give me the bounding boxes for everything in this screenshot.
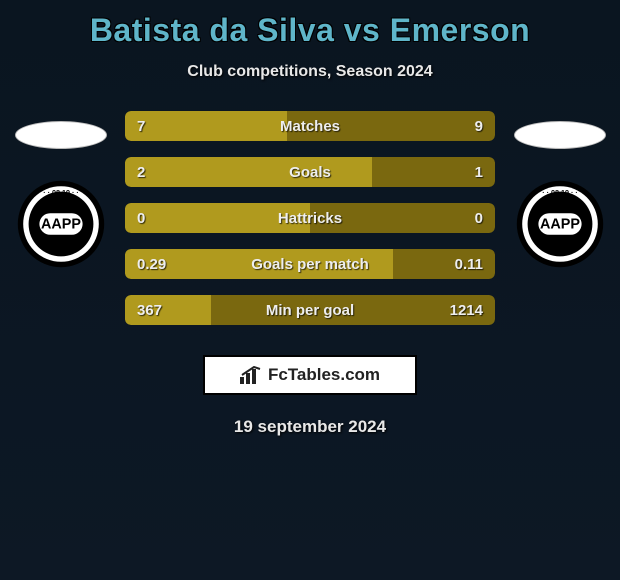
stat-bar: 367 Min per goal 1214	[125, 295, 495, 325]
stat-right-value: 1	[475, 164, 483, 181]
stat-label: Min per goal	[266, 302, 354, 319]
right-club-badge-icon: AAPP · · 08.19 · ·	[515, 179, 605, 269]
bar-text-line: 0 Hattricks 0	[125, 203, 495, 233]
left-club-badge-icon: AAPP · · 08.19 · ·	[16, 179, 106, 269]
stat-label: Matches	[280, 118, 340, 135]
left-player-side: AAPP · · 08.19 · ·	[8, 111, 113, 269]
stat-left-value: 2	[137, 164, 145, 181]
stat-left-value: 367	[137, 302, 162, 319]
right-flag-icon	[514, 121, 606, 149]
brand-text: FcTables.com	[268, 365, 380, 385]
svg-text:· · 08.19 · ·: · · 08.19 · ·	[542, 188, 578, 197]
svg-text:AAPP: AAPP	[41, 217, 81, 233]
stat-left-value: 0	[137, 210, 145, 227]
stat-left-value: 0.29	[137, 256, 166, 273]
main-content: AAPP · · 08.19 · · 7 Matches 9 2 Goals 1 0 Hatt…	[0, 111, 620, 341]
bar-text-line: 7 Matches 9	[125, 111, 495, 141]
bar-text-line: 367 Min per goal 1214	[125, 295, 495, 325]
comparison-card: Batista da Silva vs Emerson Club competi…	[0, 0, 620, 437]
stat-label: Goals	[289, 164, 331, 181]
svg-text:AAPP: AAPP	[540, 217, 580, 233]
stats-bars: 7 Matches 9 2 Goals 1 0 Hattricks 0 0.29 Goals per…	[113, 111, 507, 341]
stat-right-value: 0.11	[455, 256, 483, 273]
left-flag-icon	[15, 121, 107, 149]
stat-left-value: 7	[137, 118, 145, 135]
bar-text-line: 0.29 Goals per match 0.11	[125, 249, 495, 279]
subtitle: Club competitions, Season 2024	[0, 63, 620, 81]
stat-label: Goals per match	[251, 256, 369, 273]
bar-text-line: 2 Goals 1	[125, 157, 495, 187]
stat-bar: 0.29 Goals per match 0.11	[125, 249, 495, 279]
stat-label: Hattricks	[278, 210, 342, 227]
brand-logo: FcTables.com	[203, 355, 417, 395]
footer-date: 19 september 2024	[0, 417, 620, 437]
right-player-side: AAPP · · 08.19 · ·	[507, 111, 612, 269]
stat-right-value: 0	[475, 210, 483, 227]
stat-right-value: 1214	[450, 302, 483, 319]
stat-bar: 2 Goals 1	[125, 157, 495, 187]
stat-bar: 0 Hattricks 0	[125, 203, 495, 233]
page-title: Batista da Silva vs Emerson	[0, 12, 620, 49]
svg-text:· · 08.19 · ·: · · 08.19 · ·	[43, 188, 79, 197]
chart-icon	[240, 366, 262, 384]
stat-bar: 7 Matches 9	[125, 111, 495, 141]
stat-right-value: 9	[475, 118, 483, 135]
